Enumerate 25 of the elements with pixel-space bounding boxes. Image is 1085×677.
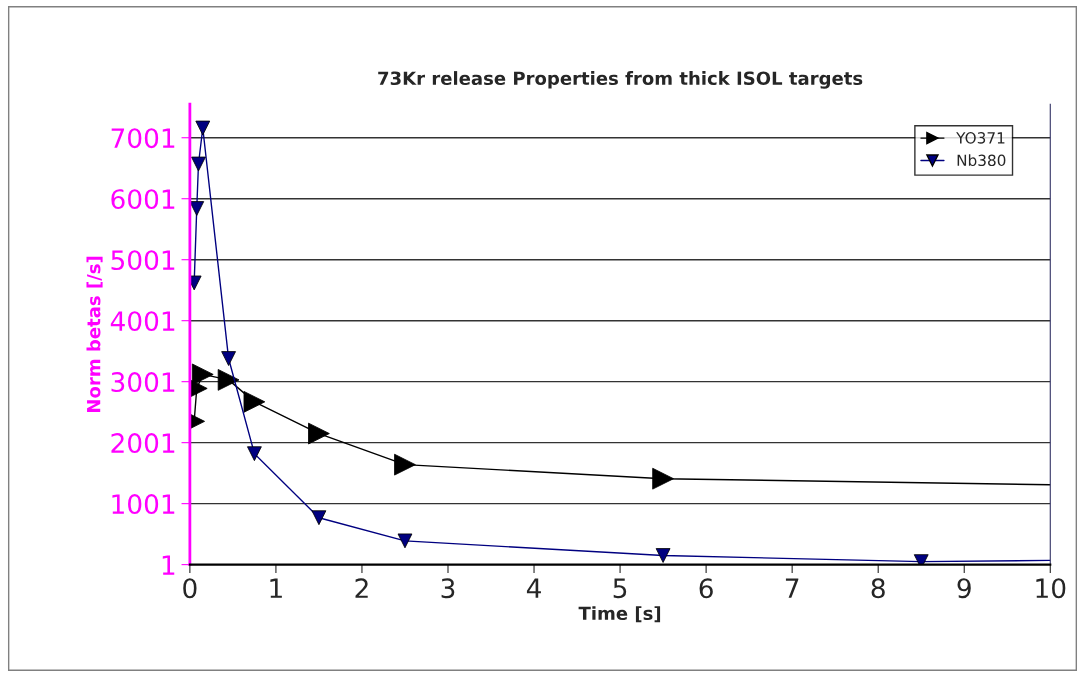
legend-label: Nb380 [957,154,1006,167]
x-axis-title: Time [s] [578,606,661,623]
y-axis-title: Norm betas [/s] [86,256,103,412]
x-tick-label: 4 [526,578,541,598]
y-tick-label: 3001 [111,372,175,393]
y-tick-label: 5001 [111,250,175,271]
y-tick-label: 7001 [111,128,175,149]
x-tick-label: 1 [270,578,282,598]
y-tick-label: 6001 [111,189,175,210]
x-tick-label: 7 [785,578,799,598]
y-tick-label: 4001 [110,311,175,332]
chart-title: 73Kr release Properties from thick ISOL targets [378,71,863,89]
x-tick-label: 2 [355,578,368,598]
x-tick-label: 6 [699,578,713,599]
y-tick-label: 1 [162,555,175,575]
x-tick-label: 9 [957,578,971,599]
y-tick-label: 1001 [112,494,175,515]
x-tick-label: 8 [871,578,885,599]
legend-label: YO371 [956,132,1005,144]
x-tick-label: 10 [1036,578,1066,599]
y-tick-label: 2001 [111,433,175,454]
x-tick-label: 3 [441,578,455,599]
x-tick-label: 5 [613,578,627,599]
point [243,391,266,413]
x-tick-label: 0 [183,578,197,599]
